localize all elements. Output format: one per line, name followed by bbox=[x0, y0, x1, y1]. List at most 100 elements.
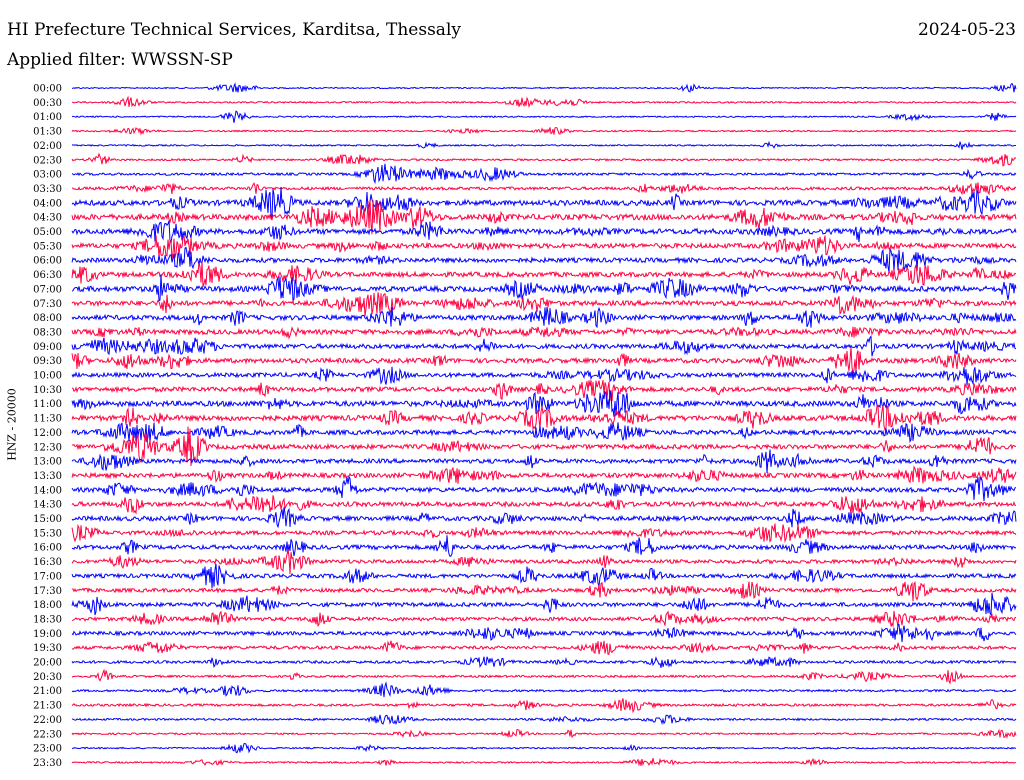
row-time-label: 17:30 bbox=[33, 586, 62, 597]
row-time-label: 06:00 bbox=[33, 256, 62, 267]
trace-line bbox=[71, 475, 1017, 502]
row-time-label: 19:00 bbox=[33, 629, 62, 640]
row-time-label: 16:00 bbox=[33, 543, 62, 554]
filter-label: Applied filter: WWSSN-SP bbox=[7, 50, 233, 70]
row-time-label: 15:30 bbox=[33, 528, 62, 539]
trace-line bbox=[71, 668, 1017, 685]
trace-line bbox=[71, 347, 1017, 375]
row-time-label: 10:00 bbox=[33, 371, 62, 382]
row-time-label: 09:30 bbox=[33, 356, 62, 367]
row-time-label: 16:30 bbox=[33, 557, 62, 568]
row-time-label: 03:30 bbox=[33, 184, 62, 195]
trace-line bbox=[71, 152, 1017, 167]
row-time-label: 02:30 bbox=[33, 155, 62, 166]
trace-line bbox=[71, 292, 1017, 317]
trace-line bbox=[71, 549, 1017, 575]
trace-line bbox=[71, 681, 1017, 698]
trace-line bbox=[71, 523, 1017, 543]
trace-line bbox=[71, 182, 1017, 196]
row-time-label: 08:30 bbox=[33, 327, 62, 338]
trace-line bbox=[71, 714, 1017, 726]
row-time-label: 12:30 bbox=[33, 442, 62, 453]
row-time-label: 13:30 bbox=[33, 471, 62, 482]
row-time-label: 04:00 bbox=[33, 198, 62, 209]
row-time-label: 22:00 bbox=[33, 715, 62, 726]
date-label: 2024-05-23 bbox=[917, 20, 1016, 40]
row-time-label: 20:30 bbox=[33, 672, 62, 683]
trace-line bbox=[71, 110, 1017, 123]
row-time-label: 23:30 bbox=[33, 758, 62, 769]
row-time-label: 01:30 bbox=[33, 127, 62, 138]
trace-line bbox=[71, 728, 1017, 740]
row-time-label: 00:30 bbox=[33, 98, 62, 109]
trace-line bbox=[71, 186, 1017, 220]
row-time-label: 23:00 bbox=[33, 744, 62, 755]
trace-line bbox=[71, 465, 1017, 484]
trace-line bbox=[71, 95, 1017, 108]
trace-line bbox=[71, 220, 1017, 244]
row-time-label: 13:00 bbox=[33, 457, 62, 468]
row-time-label: 06:30 bbox=[33, 270, 62, 281]
trace-line bbox=[71, 274, 1017, 303]
trace-line bbox=[71, 126, 1017, 136]
row-time-label: 11:00 bbox=[33, 399, 62, 410]
row-time-label: 21:00 bbox=[33, 686, 62, 697]
trace-line bbox=[71, 743, 1017, 754]
trace-line bbox=[71, 335, 1017, 357]
trace-line bbox=[71, 306, 1017, 329]
trace-line bbox=[71, 366, 1017, 386]
trace-line bbox=[71, 422, 1017, 444]
trace-line bbox=[71, 563, 1017, 589]
trace-line bbox=[71, 698, 1017, 714]
row-time-label: 08:00 bbox=[33, 313, 62, 324]
trace-line bbox=[71, 610, 1017, 628]
row-time-label: 14:30 bbox=[33, 500, 62, 511]
trace-line bbox=[71, 261, 1017, 287]
trace-line bbox=[71, 581, 1017, 602]
trace-line bbox=[71, 495, 1017, 515]
trace-line bbox=[71, 623, 1017, 643]
row-time-label: 05:30 bbox=[33, 241, 62, 252]
row-time-label: 18:00 bbox=[33, 600, 62, 611]
trace-line bbox=[71, 389, 1017, 417]
row-time-label: 21:30 bbox=[33, 701, 62, 712]
trace-line bbox=[71, 640, 1017, 655]
row-time-label: 09:00 bbox=[33, 342, 62, 353]
trace-line bbox=[71, 757, 1017, 767]
row-time-label: 11:30 bbox=[33, 414, 62, 425]
row-time-label: 00:00 bbox=[33, 84, 62, 95]
row-time-label: 05:00 bbox=[33, 227, 62, 238]
trace-line bbox=[71, 163, 1017, 185]
trace-line bbox=[71, 235, 1017, 259]
trace-line bbox=[71, 404, 1017, 432]
row-time-label: 12:00 bbox=[33, 428, 62, 439]
row-time-label: 01:00 bbox=[33, 112, 62, 123]
row-time-label: 19:30 bbox=[33, 643, 62, 654]
trace-line bbox=[71, 426, 1017, 466]
trace-line bbox=[71, 449, 1017, 474]
trace-line bbox=[71, 140, 1017, 150]
trace-line bbox=[71, 507, 1017, 529]
row-time-label: 15:00 bbox=[33, 514, 62, 525]
page-title: HI Prefecture Technical Services, Kardit… bbox=[7, 20, 461, 40]
row-time-label: 22:30 bbox=[33, 729, 62, 740]
row-time-label: 20:00 bbox=[33, 658, 62, 669]
trace-line bbox=[71, 535, 1017, 558]
trace-line bbox=[71, 656, 1017, 669]
row-time-label: 10:30 bbox=[33, 385, 62, 396]
row-time-label: 07:00 bbox=[33, 284, 62, 295]
trace-line bbox=[71, 326, 1017, 340]
row-time-label: 03:00 bbox=[33, 170, 62, 181]
row-time-label: 18:30 bbox=[33, 614, 62, 625]
row-time-label: 02:00 bbox=[33, 141, 62, 152]
row-time-label: 14:00 bbox=[33, 485, 62, 496]
row-time-label: 07:30 bbox=[33, 299, 62, 310]
row-time-label: 04:30 bbox=[33, 213, 62, 224]
trace-line bbox=[71, 199, 1017, 235]
trace-line bbox=[71, 82, 1017, 93]
trace-line bbox=[71, 592, 1017, 617]
row-time-label: 17:00 bbox=[33, 571, 62, 582]
trace-line bbox=[71, 246, 1017, 273]
trace-line bbox=[71, 379, 1017, 402]
